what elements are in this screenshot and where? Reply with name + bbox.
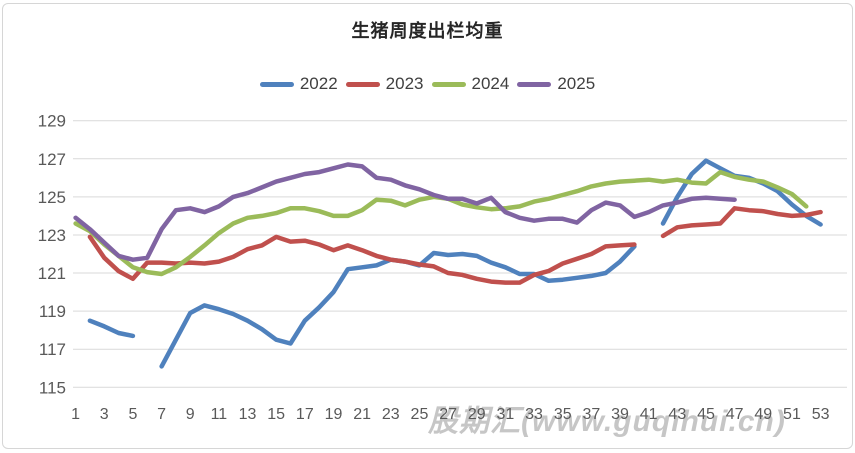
x-axis-tick-label: 37 xyxy=(582,406,600,423)
x-axis-tick-label: 7 xyxy=(157,406,166,423)
legend-swatch-2022 xyxy=(259,81,294,87)
x-axis-tick-label: 23 xyxy=(382,406,400,423)
x-axis-tick-label: 47 xyxy=(726,406,744,423)
x-axis-tick-label: 43 xyxy=(668,406,686,423)
x-axis-tick-label: 49 xyxy=(754,406,772,423)
chart-legend: 2022 2023 2024 2025 xyxy=(0,74,855,94)
x-axis-tick-label: 35 xyxy=(554,406,572,423)
x-axis-tick-label: 31 xyxy=(497,406,515,423)
legend-item-2024: 2024 xyxy=(431,74,510,94)
x-axis-tick-label: 13 xyxy=(239,406,257,423)
x-axis-tick-label: 15 xyxy=(267,406,285,423)
x-axis-tick-label: 17 xyxy=(296,406,314,423)
legend-item-2023: 2023 xyxy=(345,74,424,94)
x-axis-tick-label: 3 xyxy=(100,406,109,423)
series-line-2025 xyxy=(73,162,737,262)
x-axis-tick-label: 19 xyxy=(325,406,343,423)
y-axis-tick-label: 119 xyxy=(39,302,66,321)
x-axis-tick-label: 33 xyxy=(525,406,543,423)
legend-label-2023: 2023 xyxy=(385,74,424,93)
x-axis-tick-label: 11 xyxy=(211,406,228,423)
series-line-2023 xyxy=(87,234,637,285)
x-axis-tick-label: 9 xyxy=(186,406,195,423)
legend-item-2022: 2022 xyxy=(259,74,338,94)
legend-swatch-2023 xyxy=(345,81,380,87)
y-axis-tick-label: 127 xyxy=(38,150,66,169)
x-axis-tick-label: 27 xyxy=(439,406,457,423)
y-axis-tick-label: 121 xyxy=(38,264,66,283)
y-axis-tick-label: 117 xyxy=(39,340,66,359)
x-axis-tick-label: 45 xyxy=(697,406,715,423)
y-axis-tick-label: 129 xyxy=(38,112,66,131)
x-axis-tick-label: 21 xyxy=(353,406,371,423)
legend-label-2024: 2024 xyxy=(471,74,510,93)
x-axis-tick-label: 39 xyxy=(611,406,629,423)
series-line-2022 xyxy=(87,318,136,339)
x-axis-tick-label: 53 xyxy=(812,406,830,423)
series-line-2023 xyxy=(660,206,823,239)
legend-label-2022: 2022 xyxy=(299,74,338,93)
legend-item-2025: 2025 xyxy=(517,74,595,94)
y-axis-tick-label: 115 xyxy=(39,378,66,397)
chart-title: 生猪周度出栏均重 xyxy=(351,21,504,41)
y-axis-tick-label: 125 xyxy=(38,188,66,207)
x-axis-tick-label: 51 xyxy=(783,406,801,423)
y-axis-tick-label: 123 xyxy=(38,226,66,245)
x-axis-tick-label: 5 xyxy=(128,406,137,423)
x-axis-tick-label: 25 xyxy=(411,406,429,423)
legend-swatch-2025 xyxy=(517,81,552,87)
x-axis-tick-label: 1 xyxy=(71,406,80,423)
legend-label-2025: 2025 xyxy=(557,74,596,93)
watermark: 股期汇(www.guqihui.cn) xyxy=(428,405,786,438)
x-axis-tick-label: 41 xyxy=(640,406,658,423)
x-axis-tick-label: 29 xyxy=(468,406,486,423)
legend-swatch-2024 xyxy=(431,81,466,87)
